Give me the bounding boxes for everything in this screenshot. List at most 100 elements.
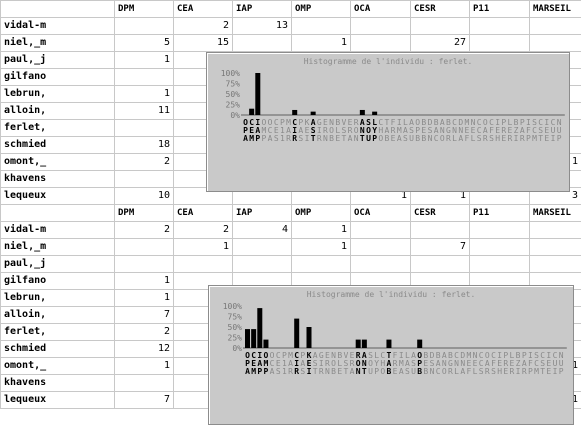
table-cell: [410, 221, 470, 239]
column-header[interactable]: IAP: [232, 204, 292, 222]
x-tick-label: O: [485, 351, 490, 360]
x-tick-label: S: [428, 126, 433, 135]
table-cell: [350, 34, 411, 52]
table-cell: 1: [173, 238, 233, 256]
table-row: vidal-m 2 2 4 1: [0, 221, 581, 239]
table-cell: 1: [291, 238, 351, 256]
x-tick-label: R: [503, 359, 508, 368]
x-tick-label: S: [311, 126, 316, 135]
x-tick-label: A: [243, 134, 248, 143]
column-header[interactable]: [0, 0, 115, 18]
x-tick-label: O: [483, 118, 488, 127]
x-tick-label: P: [257, 367, 262, 376]
x-tick-label: E: [276, 359, 281, 368]
x-tick-label: O: [378, 134, 383, 143]
x-tick-label: E: [546, 367, 551, 376]
x-tick-label: R: [294, 367, 299, 376]
x-tick-label: B: [421, 118, 426, 127]
bar: [359, 109, 365, 115]
column-header[interactable]: MARSEIL: [529, 204, 581, 222]
x-tick-label: P: [264, 367, 269, 376]
x-tick-label: D: [458, 118, 463, 127]
x-tick-label: B: [423, 351, 428, 360]
column-header[interactable]: DPM: [114, 0, 174, 18]
x-tick-label: B: [421, 134, 426, 143]
x-tick-label: L: [454, 367, 459, 376]
column-header[interactable]: CESR: [410, 204, 470, 222]
column-header[interactable]: CESR: [410, 0, 470, 18]
table-cell: [114, 255, 174, 273]
histogram-popup-2[interactable]: Histogramme de l'individu : ferlet. 100%…: [208, 285, 574, 425]
table-row: niel,_m 5 15 1 27: [0, 34, 581, 52]
row-name: vidal-m: [0, 17, 115, 35]
x-tick-label: S: [343, 359, 348, 368]
table-cell: 5: [114, 34, 174, 52]
x-tick-label: A: [397, 134, 402, 143]
x-tick-label: E: [393, 367, 398, 376]
table-cell: 2: [173, 221, 233, 239]
row-name: niel,_m: [0, 238, 115, 256]
x-tick-label: B: [423, 367, 428, 376]
column-header[interactable]: DPM: [114, 204, 174, 222]
table-cell: 10: [114, 187, 174, 205]
x-tick-label: T: [540, 367, 545, 376]
x-tick-label: E: [249, 126, 254, 135]
x-tick-label: T: [341, 134, 346, 143]
x-tick-label: P: [282, 351, 287, 360]
y-tick-label: 100%: [221, 69, 240, 78]
x-tick-label: G: [319, 351, 324, 360]
x-tick-label: R: [286, 134, 291, 143]
table-cell: [350, 17, 411, 35]
table-cell: [529, 238, 581, 256]
column-header[interactable]: P11: [469, 0, 530, 18]
column-header[interactable]: OMP: [291, 204, 351, 222]
x-tick-label: A: [268, 134, 273, 143]
column-header[interactable]: P11: [469, 204, 530, 222]
x-tick-label: V: [341, 118, 346, 127]
x-tick-label: F: [491, 359, 496, 368]
column-header[interactable]: OCA: [350, 0, 411, 18]
x-tick-label: I: [526, 118, 531, 127]
column-header[interactable]: IAP: [232, 0, 292, 18]
x-tick-label: B: [335, 118, 340, 127]
table-cell: 2: [114, 323, 174, 341]
x-tick-label: I: [497, 351, 502, 360]
table-cell: 7: [114, 306, 174, 324]
x-tick-label: E: [350, 351, 355, 360]
x-tick-label: G: [446, 126, 451, 135]
column-header[interactable]: [0, 204, 115, 222]
x-tick-label: E: [337, 367, 342, 376]
x-tick-label: R: [483, 134, 488, 143]
row-name: ferlet,: [0, 323, 115, 341]
x-tick-label: B: [514, 118, 519, 127]
x-tick-label: P: [526, 134, 531, 143]
column-header[interactable]: MARSEIL: [529, 0, 581, 18]
x-tick-label: A: [385, 126, 390, 135]
x-tick-label: E: [421, 126, 426, 135]
x-tick-label: O: [264, 351, 269, 360]
x-tick-label: Y: [372, 126, 377, 135]
x-tick-label: U: [366, 134, 371, 143]
x-tick-label: N: [442, 359, 447, 368]
table-cell: [232, 255, 292, 273]
x-tick-label: C: [479, 359, 484, 368]
x-tick-label: P: [501, 118, 506, 127]
x-tick-label: L: [337, 359, 342, 368]
x-tick-label: C: [540, 351, 545, 360]
x-tick-label: P: [415, 126, 420, 135]
x-tick-label: I: [544, 118, 549, 127]
x-tick-label: R: [348, 126, 353, 135]
x-tick-label: F: [391, 118, 396, 127]
histogram-popup-1[interactable]: Histogramme de l'individu : ferlet. 100%…: [206, 52, 570, 192]
column-header[interactable]: OCA: [350, 204, 411, 222]
column-header[interactable]: CEA: [173, 0, 233, 18]
column-header[interactable]: OMP: [291, 0, 351, 18]
bar: [355, 339, 361, 348]
column-header[interactable]: CEA: [173, 204, 233, 222]
x-tick-label: B: [329, 134, 334, 143]
x-tick-label: A: [434, 126, 439, 135]
table-cell: [114, 170, 174, 188]
x-tick-label: H: [378, 126, 383, 135]
x-tick-label: O: [329, 126, 334, 135]
bar: [386, 339, 392, 348]
